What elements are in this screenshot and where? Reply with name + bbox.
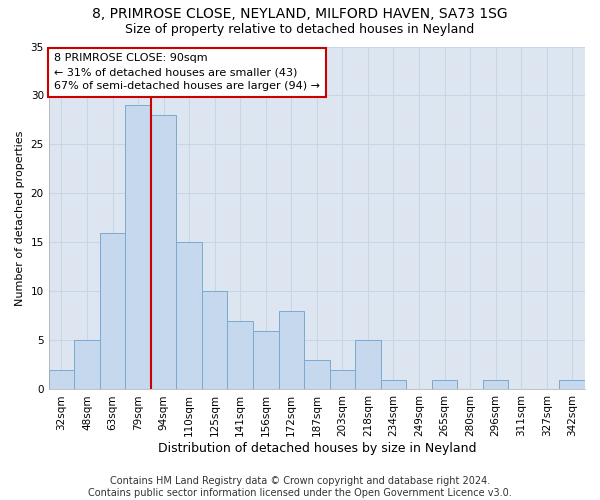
Y-axis label: Number of detached properties: Number of detached properties xyxy=(15,130,25,306)
Bar xyxy=(304,360,329,390)
Bar xyxy=(278,311,304,390)
Bar xyxy=(100,232,125,390)
Text: Contains HM Land Registry data © Crown copyright and database right 2024.
Contai: Contains HM Land Registry data © Crown c… xyxy=(88,476,512,498)
Bar xyxy=(559,380,585,390)
Bar xyxy=(74,340,100,390)
Bar xyxy=(483,380,508,390)
Text: Size of property relative to detached houses in Neyland: Size of property relative to detached ho… xyxy=(125,22,475,36)
Bar xyxy=(253,330,278,390)
Bar xyxy=(380,380,406,390)
Bar xyxy=(329,370,355,390)
Bar xyxy=(432,380,457,390)
Bar xyxy=(151,115,176,390)
Text: 8 PRIMROSE CLOSE: 90sqm
← 31% of detached houses are smaller (43)
67% of semi-de: 8 PRIMROSE CLOSE: 90sqm ← 31% of detache… xyxy=(54,54,320,92)
Bar xyxy=(227,321,253,390)
Text: 8, PRIMROSE CLOSE, NEYLAND, MILFORD HAVEN, SA73 1SG: 8, PRIMROSE CLOSE, NEYLAND, MILFORD HAVE… xyxy=(92,8,508,22)
Bar xyxy=(176,242,202,390)
Bar xyxy=(355,340,380,390)
Bar xyxy=(125,106,151,390)
X-axis label: Distribution of detached houses by size in Neyland: Distribution of detached houses by size … xyxy=(158,442,476,455)
Bar xyxy=(202,292,227,390)
Bar xyxy=(49,370,74,390)
